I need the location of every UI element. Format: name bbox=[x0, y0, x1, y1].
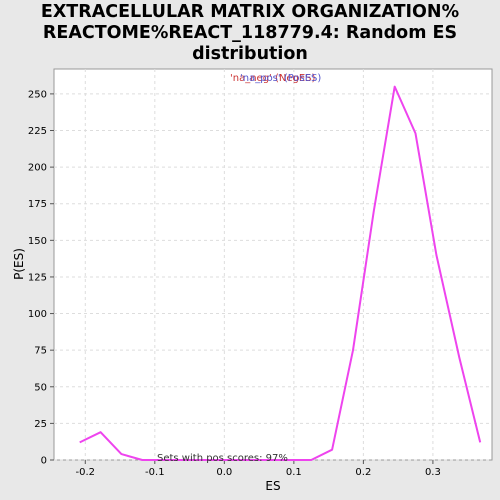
y-axis: 0 25 50 75 100 125 150 175 200 225 250 bbox=[28, 89, 54, 467]
x-axis: -0.2 -0.1 0.0 0.1 0.2 0.3 bbox=[76, 460, 441, 478]
chart-title: EXTRACELLULAR MATRIX ORGANIZATION% REACT… bbox=[0, 2, 500, 65]
x-tick-label: 0.3 bbox=[425, 467, 441, 478]
y-tick-label: 250 bbox=[28, 89, 47, 100]
y-tick-label: 150 bbox=[28, 236, 47, 247]
y-tick-label: 25 bbox=[34, 419, 47, 430]
x-tick-label: 0.0 bbox=[216, 467, 232, 478]
series-line bbox=[79, 85, 482, 461]
x-tick-label: 0.1 bbox=[286, 467, 302, 478]
y-tick-label: 0 bbox=[41, 456, 47, 467]
title-line-3: distribution bbox=[192, 44, 308, 64]
y-tick-label: 200 bbox=[28, 163, 47, 174]
legend: 'na_neg' (NegES) 'na_pos' (PosES) bbox=[230, 73, 321, 84]
y-tick-label: 75 bbox=[34, 346, 47, 357]
y-tick-label: 125 bbox=[28, 272, 47, 283]
x-tick-label: -0.1 bbox=[145, 467, 165, 478]
title-line-1: EXTRACELLULAR MATRIX ORGANIZATION% bbox=[40, 2, 460, 22]
annotation-pos-scores: Sets with pos scores: 97% bbox=[157, 453, 288, 464]
title-line-2: REACTOME%REACT_118779.4: Random ES bbox=[42, 23, 458, 43]
y-tick-label: 100 bbox=[28, 309, 47, 320]
y-tick-label: 225 bbox=[28, 126, 47, 137]
x-axis-label: ES bbox=[265, 479, 280, 493]
y-tick-label: 175 bbox=[28, 199, 47, 210]
x-tick-label: -0.2 bbox=[76, 467, 96, 478]
series-group bbox=[79, 85, 482, 461]
y-axis-label: P(ES) bbox=[12, 248, 26, 280]
plot-area bbox=[53, 68, 493, 461]
legend-entry-neg: 'na_neg' (NegES) bbox=[230, 73, 316, 84]
legend-entry-pos: 'na_pos' (PosES) bbox=[240, 73, 321, 84]
x-tick-label: 0.2 bbox=[355, 467, 371, 478]
y-tick-label: 50 bbox=[34, 382, 47, 393]
